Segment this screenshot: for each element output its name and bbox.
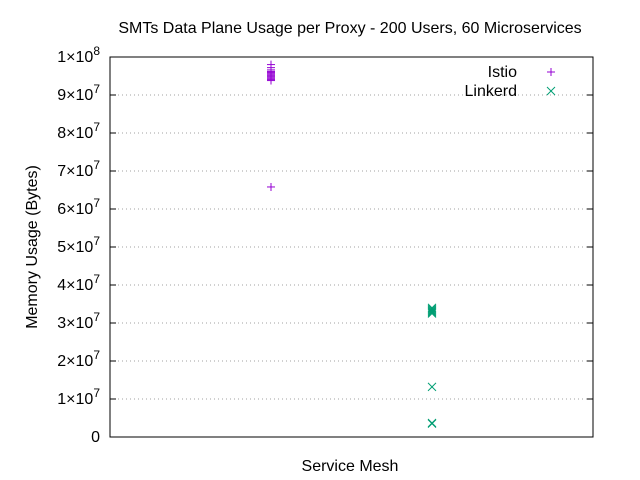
- y-tick-label: 2×107: [57, 348, 100, 370]
- legend-marker-istio: [547, 68, 555, 76]
- x-axis-label: Service Mesh: [302, 458, 399, 475]
- data-point-linkerd: [427, 418, 437, 428]
- data-point-linkerd: [427, 309, 437, 318]
- data-point-linkerd: [427, 305, 437, 315]
- y-tick-label: 9×107: [57, 82, 100, 104]
- y-axis-label: Memory Usage (Bytes): [24, 165, 41, 329]
- chart-title: SMTs Data Plane Usage per Proxy - 200 Us…: [118, 20, 581, 37]
- y-tick-label: 5×107: [57, 234, 100, 256]
- data-point-linkerd: [427, 308, 437, 317]
- y-tick-label: 1×108: [57, 44, 100, 66]
- data-point-istio: [267, 76, 275, 85]
- legend-label-istio: Istio: [488, 64, 517, 81]
- y-tick-label: 8×107: [57, 120, 100, 142]
- grid-lines: [110, 94, 593, 400]
- y-tick-label: 7×107: [57, 158, 100, 180]
- y-tick-label: 4×107: [57, 272, 100, 294]
- y-tick-label: 3×107: [57, 310, 100, 332]
- data-points: [267, 60, 437, 429]
- y-tick-label: 0: [91, 429, 100, 446]
- legend-label-linkerd: Linkerd: [465, 83, 517, 100]
- legend: Istio Linkerd: [465, 64, 556, 100]
- y-tick-label: 6×107: [57, 196, 100, 218]
- legend-marker-linkerd: [546, 86, 556, 96]
- data-point-linkerd: [427, 304, 437, 314]
- data-point-linkerd: [427, 382, 437, 392]
- data-point-istio: [267, 182, 275, 191]
- y-ticks: 0 1×107 2×107 3×107 4×107 5×107 6×107 7×107 8×10…: [57, 44, 593, 446]
- y-tick-label: 1×107: [57, 386, 100, 408]
- data-point-linkerd: [427, 306, 437, 316]
- data-point-linkerd: [427, 419, 437, 429]
